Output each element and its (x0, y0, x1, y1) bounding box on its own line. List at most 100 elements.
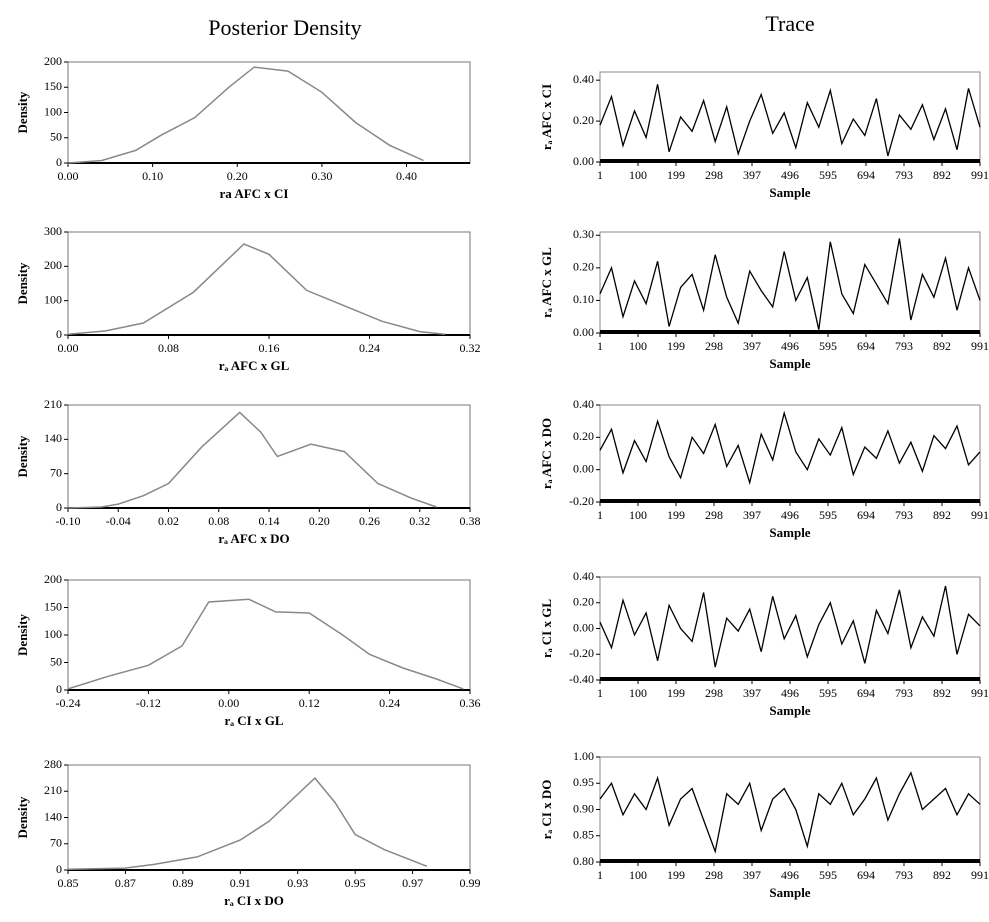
y-tick-label: 100 (44, 292, 62, 306)
x-tick-label: 298 (705, 868, 723, 882)
y-tick-label: 150 (44, 599, 62, 613)
x-tick-label: 0.97 (402, 876, 423, 890)
x-tick-label: -0.04 (106, 514, 131, 528)
y-tick-label: 1.00 (573, 749, 594, 763)
x-tick-label: 298 (705, 168, 723, 182)
x-tick-label: 100 (629, 508, 647, 522)
x-tick-label: 0.91 (230, 876, 251, 890)
x-tick-label: 0.32 (460, 341, 481, 355)
y-tick-label: 0.30 (573, 227, 594, 241)
plot-frame (67, 231, 471, 336)
x-tick-label: 0.85 (58, 876, 79, 890)
x-tick-label: 0.38 (460, 514, 481, 528)
x-tick-label: 199 (667, 168, 685, 182)
x-tick-label: 199 (667, 339, 685, 353)
plot-frame (599, 231, 981, 334)
trace-line (599, 410, 981, 486)
plot-frame (67, 579, 471, 691)
x-tick-label: 991 (971, 339, 989, 353)
x-tick-label: 0.08 (208, 514, 229, 528)
y-tick-label: 50 (50, 654, 62, 668)
trace-line (599, 84, 981, 157)
y-tick-label: 150 (44, 79, 62, 93)
x-tick-label: 0.30 (311, 169, 332, 183)
density-line (67, 411, 437, 509)
x-tick-label: 199 (667, 868, 685, 882)
y-tick-label: 200 (44, 572, 62, 586)
y-tick-label: 100 (44, 104, 62, 118)
x-axis-label: ra AFC x CI (220, 186, 289, 201)
x-tick-label: 991 (971, 168, 989, 182)
x-tick-label: 1 (597, 868, 603, 882)
x-axis-label: rₐ AFC x GL (219, 358, 290, 373)
x-tick-label: -0.12 (136, 696, 161, 710)
density-line (67, 777, 428, 871)
x-tick-label: 1 (597, 339, 603, 353)
x-axis-label: rₐ CI x DO (224, 893, 284, 908)
x-tick-label: 892 (933, 508, 951, 522)
x-tick-label: 892 (933, 339, 951, 353)
y-tick-label: 0 (56, 500, 62, 514)
y-tick-label: 280 (44, 757, 62, 771)
x-tick-label: 100 (629, 686, 647, 700)
x-tick-label: 0.26 (359, 514, 380, 528)
y-axis-label: rₐ CI x DO (539, 780, 554, 840)
x-tick-label: 991 (971, 868, 989, 882)
x-tick-label: 298 (705, 339, 723, 353)
x-tick-label: 496 (781, 339, 799, 353)
x-tick-label: 0.10 (142, 169, 163, 183)
y-tick-label: 50 (50, 130, 62, 144)
y-tick-label: 0.10 (573, 292, 594, 306)
x-tick-label: 0.16 (259, 341, 280, 355)
y-tick-label: 0.95 (573, 775, 594, 789)
column-heading: Posterior Density (208, 15, 361, 40)
x-tick-label: 298 (705, 508, 723, 522)
y-tick-label: 300 (44, 224, 62, 238)
y-tick-label: 0.00 (573, 461, 594, 475)
x-tick-label: 595 (819, 168, 837, 182)
trace-line (599, 585, 981, 668)
x-tick-label: 1 (597, 508, 603, 522)
x-tick-label: 0.89 (172, 876, 193, 890)
x-tick-label: 1 (597, 168, 603, 182)
density-line (67, 243, 445, 336)
x-tick-label: -0.24 (56, 696, 81, 710)
x-tick-label: 100 (629, 168, 647, 182)
x-tick-label: 397 (743, 508, 761, 522)
x-tick-label: 892 (933, 868, 951, 882)
x-tick-label: 694 (857, 168, 875, 182)
column-heading: Trace (765, 11, 814, 36)
x-tick-label: 892 (933, 686, 951, 700)
x-axis-label: Sample (769, 525, 810, 540)
y-tick-label: 140 (44, 431, 62, 445)
x-tick-label: 595 (819, 686, 837, 700)
density-line (67, 598, 464, 690)
x-axis-label: rₐ CI x GL (224, 713, 283, 728)
y-axis-label: rₐ AFC x CI (539, 84, 554, 150)
x-tick-label: 100 (629, 868, 647, 882)
plot-frame (67, 764, 471, 871)
x-tick-label: 991 (971, 686, 989, 700)
y-tick-label: 0.40 (573, 569, 594, 583)
x-tick-label: 991 (971, 508, 989, 522)
x-tick-label: 595 (819, 868, 837, 882)
y-axis-label: rₐ AFC x DO (539, 418, 554, 489)
x-tick-label: 0.99 (460, 876, 481, 890)
x-axis-label: Sample (769, 703, 810, 718)
y-tick-label: -0.20 (569, 494, 594, 508)
x-tick-label: 496 (781, 168, 799, 182)
y-tick-label: 0.00 (573, 620, 594, 634)
plot-frame (599, 404, 981, 503)
x-tick-label: 397 (743, 868, 761, 882)
x-tick-label: 0.24 (379, 696, 400, 710)
x-tick-label: 793 (895, 686, 913, 700)
y-tick-label: 0.80 (573, 854, 594, 868)
y-axis-label: Density (15, 614, 30, 656)
x-tick-label: 694 (857, 868, 875, 882)
y-tick-label: 210 (44, 783, 62, 797)
x-tick-label: 0.00 (58, 169, 79, 183)
y-tick-label: 140 (44, 809, 62, 823)
x-tick-label: 199 (667, 686, 685, 700)
x-tick-label: 793 (895, 339, 913, 353)
x-tick-label: 397 (743, 168, 761, 182)
